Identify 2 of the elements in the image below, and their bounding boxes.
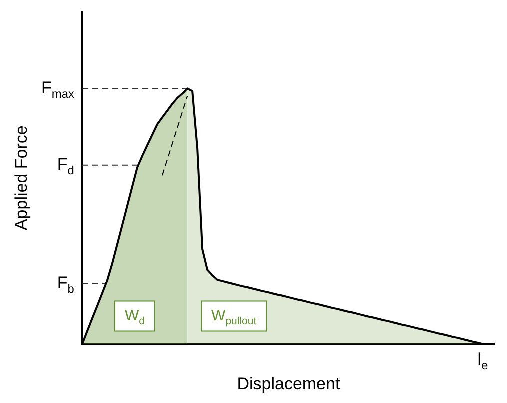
y-axis-title: Applied Force bbox=[12, 126, 31, 231]
x-axis-title: Displacement bbox=[237, 374, 340, 394]
